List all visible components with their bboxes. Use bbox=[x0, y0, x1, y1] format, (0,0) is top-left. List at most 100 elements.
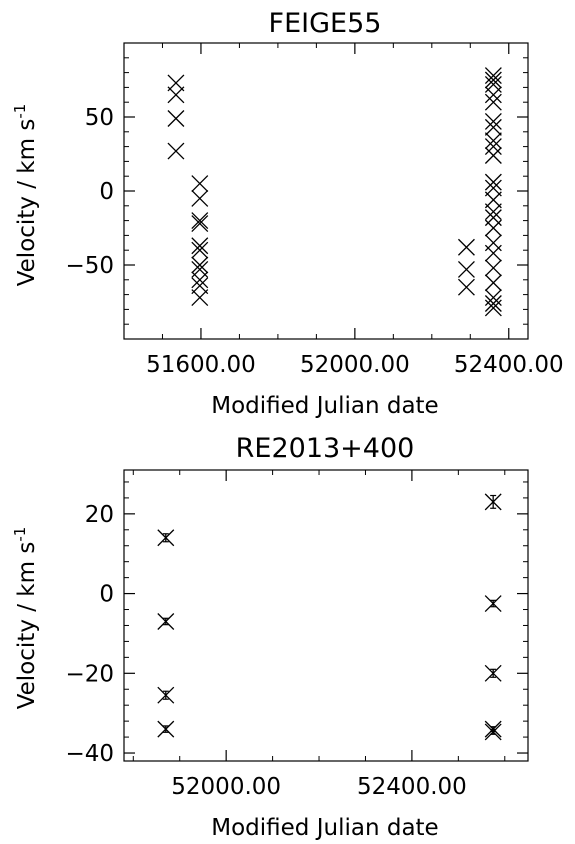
data-point bbox=[167, 74, 185, 92]
marker-stroke bbox=[484, 132, 502, 150]
data-point bbox=[484, 664, 502, 682]
marker-stroke bbox=[484, 71, 502, 89]
marker-stroke bbox=[457, 278, 475, 296]
marker-stroke bbox=[484, 191, 502, 209]
y-axis-label: Velocity / km s-1 bbox=[11, 527, 40, 710]
y-tick-label: 0 bbox=[99, 582, 114, 608]
marker-stroke bbox=[191, 237, 209, 255]
marker-stroke bbox=[484, 173, 502, 191]
panel-re2013-400: RE2013+400 Modified Julian date Velocity… bbox=[11, 433, 529, 841]
y-tick-label: 20 bbox=[85, 502, 114, 528]
y-tick-label: 0 bbox=[99, 179, 114, 205]
marker-stroke bbox=[191, 289, 209, 307]
data-point bbox=[191, 237, 209, 255]
data-point bbox=[484, 219, 502, 237]
y-axis-label-text: Velocity / km s bbox=[14, 542, 40, 710]
marker-stroke bbox=[191, 241, 209, 259]
data-point bbox=[167, 110, 185, 127]
marker-stroke bbox=[191, 256, 209, 274]
x-tick-label: 52000.00 bbox=[171, 774, 281, 800]
marker-stroke bbox=[484, 179, 502, 197]
marker-stroke bbox=[484, 112, 502, 130]
data-point bbox=[157, 686, 175, 704]
data-point bbox=[191, 189, 209, 207]
marker-stroke bbox=[484, 299, 502, 317]
data-point bbox=[484, 67, 502, 85]
marker-stroke bbox=[484, 67, 502, 85]
data-point bbox=[191, 289, 209, 307]
data-point bbox=[191, 256, 209, 274]
x-axis-label: Modified Julian date bbox=[211, 815, 438, 841]
marker-stroke bbox=[484, 295, 502, 312]
marker-stroke bbox=[191, 175, 209, 193]
data-point bbox=[484, 493, 502, 511]
chart-title: RE2013+400 bbox=[236, 433, 415, 464]
data-point bbox=[484, 179, 502, 197]
x-tick-label: 52400.00 bbox=[357, 774, 467, 800]
data-point bbox=[157, 529, 175, 547]
marker-stroke bbox=[191, 271, 209, 289]
data-point bbox=[457, 278, 475, 296]
marker-stroke bbox=[191, 277, 209, 295]
marker-stroke bbox=[167, 142, 185, 160]
marker-stroke bbox=[484, 118, 502, 136]
marker-stroke bbox=[191, 189, 209, 207]
marker-stroke bbox=[484, 93, 502, 111]
data-point bbox=[484, 244, 502, 262]
data-point bbox=[484, 138, 502, 156]
marker-stroke bbox=[484, 274, 502, 292]
data-point bbox=[484, 259, 502, 277]
data-point bbox=[484, 86, 502, 104]
y-tick-label: −20 bbox=[65, 661, 114, 687]
y-tick-label: 50 bbox=[85, 105, 114, 131]
data-point bbox=[484, 132, 502, 150]
data-point bbox=[191, 212, 209, 230]
marker-stroke bbox=[191, 212, 209, 230]
chart-title: FEIGE55 bbox=[269, 8, 382, 39]
data-point bbox=[167, 142, 185, 160]
y-axis-label: Velocity / km s-1 bbox=[11, 104, 40, 287]
marker-stroke bbox=[167, 74, 185, 92]
data-point bbox=[484, 295, 502, 312]
data-point bbox=[167, 86, 185, 104]
marker-stroke bbox=[191, 215, 209, 233]
data-point bbox=[457, 238, 475, 256]
marker-stroke bbox=[484, 138, 502, 156]
y-axis-label-text: Velocity / km s bbox=[14, 119, 40, 287]
panel-feige55: FEIGE55 Modified Julian date Velocity / … bbox=[11, 8, 564, 419]
data-point bbox=[484, 595, 502, 613]
marker-stroke bbox=[484, 203, 502, 221]
data-point bbox=[191, 215, 209, 233]
data-point bbox=[191, 277, 209, 295]
data-point bbox=[484, 71, 502, 89]
marker-stroke bbox=[484, 147, 502, 164]
data-point bbox=[484, 191, 502, 209]
y-tick-label: −40 bbox=[65, 741, 114, 767]
data-point bbox=[484, 118, 502, 136]
data-point bbox=[484, 112, 502, 130]
y-axis-label-exponent: -1 bbox=[11, 104, 29, 119]
data-point bbox=[484, 173, 502, 191]
marker-stroke bbox=[484, 86, 502, 104]
data-point bbox=[484, 274, 502, 292]
marker-stroke bbox=[457, 260, 475, 278]
marker-stroke bbox=[167, 110, 185, 127]
x-axis-label: Modified Julian date bbox=[211, 393, 438, 419]
marker-stroke bbox=[484, 219, 502, 237]
data-point bbox=[457, 260, 475, 278]
data-point bbox=[484, 147, 502, 164]
marker-stroke bbox=[167, 86, 185, 104]
x-tick-label: 52000.00 bbox=[300, 352, 410, 378]
x-tick-label: 52400.00 bbox=[454, 352, 564, 378]
data-point bbox=[484, 203, 502, 221]
marker-stroke bbox=[457, 238, 475, 256]
data-point bbox=[484, 723, 502, 741]
data-point bbox=[191, 175, 209, 193]
data-point bbox=[157, 720, 175, 738]
x-tick-label: 51600.00 bbox=[146, 352, 256, 378]
data-point bbox=[191, 271, 209, 289]
y-axis-label-exponent: -1 bbox=[11, 527, 29, 542]
plot-frame bbox=[123, 42, 529, 340]
marker-stroke bbox=[484, 259, 502, 277]
